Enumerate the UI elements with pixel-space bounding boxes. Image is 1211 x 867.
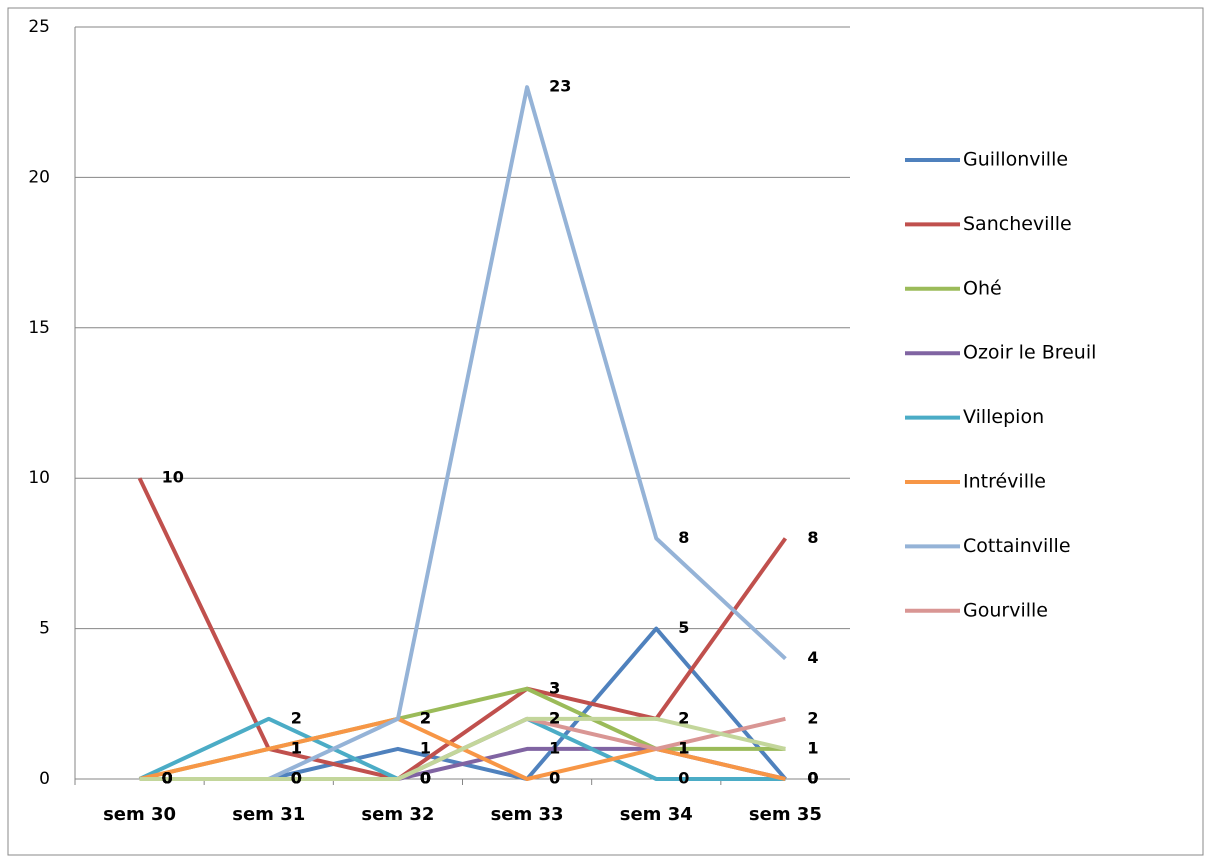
data-label: 1 bbox=[678, 738, 689, 757]
data-label: 0 bbox=[420, 769, 431, 788]
data-label: 0 bbox=[807, 769, 818, 788]
series-line bbox=[137, 477, 788, 781]
data-label: 0 bbox=[291, 769, 302, 788]
data-label: 0 bbox=[420, 769, 431, 788]
data-label: 1 bbox=[420, 738, 431, 757]
y-tick-label: 0 bbox=[39, 769, 50, 789]
y-tick-label: 5 bbox=[39, 619, 50, 639]
legend-label: Villepion bbox=[963, 406, 1044, 428]
data-label: 0 bbox=[420, 769, 431, 788]
legend-label: Ozoir le Breuil bbox=[963, 342, 1096, 364]
data-label: 3 bbox=[549, 678, 560, 697]
data-label: 0 bbox=[807, 769, 818, 788]
data-label: 2 bbox=[420, 708, 431, 727]
x-tick-label: sem 31 bbox=[232, 804, 305, 825]
data-label: 2 bbox=[420, 708, 431, 727]
data-label: 0 bbox=[162, 769, 173, 788]
data-label: 2 bbox=[549, 708, 560, 727]
data-label: 1 bbox=[678, 738, 689, 757]
data-label: 0 bbox=[162, 769, 173, 788]
data-label: 0 bbox=[807, 769, 818, 788]
data-label: 0 bbox=[291, 769, 302, 788]
data-label: 0 bbox=[162, 769, 173, 788]
x-tick-label: sem 34 bbox=[620, 804, 693, 825]
data-label: 2 bbox=[549, 708, 560, 727]
data-label: 0 bbox=[291, 769, 302, 788]
y-tick-label: 20 bbox=[28, 167, 50, 187]
x-tick-label: sem 32 bbox=[361, 804, 434, 825]
legend-label: Cottainville bbox=[963, 535, 1071, 557]
data-label: 1 bbox=[807, 738, 818, 757]
data-label: 1 bbox=[291, 738, 302, 757]
data-label: 0 bbox=[162, 769, 173, 788]
data-label: 8 bbox=[807, 528, 818, 547]
legend-label: Ohé bbox=[963, 277, 1002, 299]
data-label: 4 bbox=[807, 648, 818, 667]
data-label: 0 bbox=[549, 769, 560, 788]
series-line bbox=[139, 716, 786, 781]
data-label: 1 bbox=[549, 738, 560, 757]
data-label: 2 bbox=[678, 708, 689, 727]
data-label: 2 bbox=[549, 708, 560, 727]
legend-label: Intréville bbox=[963, 471, 1046, 493]
legend-label: Sancheville bbox=[963, 213, 1072, 235]
data-label: 0 bbox=[420, 769, 431, 788]
data-label: 0 bbox=[678, 769, 689, 788]
y-tick-label: 15 bbox=[28, 318, 50, 338]
legend-label: Gourville bbox=[963, 599, 1048, 621]
data-label: 1 bbox=[807, 738, 818, 757]
data-label: 0 bbox=[162, 769, 173, 788]
data-label: 0 bbox=[162, 769, 173, 788]
data-label: 23 bbox=[549, 77, 571, 96]
data-label: 0 bbox=[291, 769, 302, 788]
data-label: 2 bbox=[678, 708, 689, 727]
data-label: 0 bbox=[162, 769, 173, 788]
data-label: 2 bbox=[291, 708, 302, 727]
x-tick-label: sem 35 bbox=[749, 804, 822, 825]
data-label: 5 bbox=[678, 618, 689, 637]
x-tick-label: sem 30 bbox=[103, 804, 176, 825]
data-label: 1 bbox=[678, 738, 689, 757]
chart-border bbox=[7, 7, 1204, 856]
data-label: 10 bbox=[162, 468, 184, 487]
data-label: 2 bbox=[420, 708, 431, 727]
data-label: 1 bbox=[678, 738, 689, 757]
data-label: 0 bbox=[420, 769, 431, 788]
data-label: 0 bbox=[807, 769, 818, 788]
data-label: 1 bbox=[291, 738, 302, 757]
data-label: 8 bbox=[678, 528, 689, 547]
data-label: 0 bbox=[291, 769, 302, 788]
y-tick-label: 25 bbox=[28, 17, 50, 37]
data-label: 3 bbox=[549, 678, 560, 697]
y-tick-label: 10 bbox=[28, 468, 50, 488]
legend-label: Guillonville bbox=[963, 149, 1068, 171]
data-label: 1 bbox=[291, 738, 302, 757]
data-label: 0 bbox=[162, 769, 173, 788]
data-label: 0 bbox=[549, 769, 560, 788]
x-tick-label: sem 33 bbox=[491, 804, 564, 825]
data-label: 2 bbox=[807, 708, 818, 727]
